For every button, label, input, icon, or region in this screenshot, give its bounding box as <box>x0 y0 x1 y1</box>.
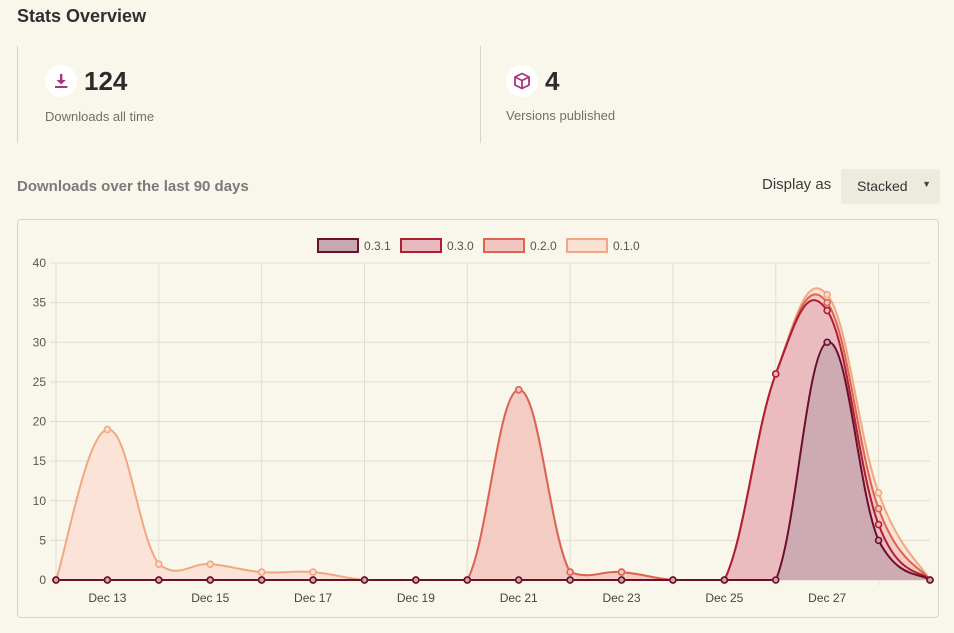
data-point-0.3.1[interactable] <box>103 576 112 584</box>
y-tick-label: 10 <box>33 494 47 508</box>
data-point-0.1.0[interactable] <box>206 560 215 568</box>
y-tick-label: 30 <box>33 335 47 349</box>
legend-label-0.3.0[interactable]: 0.3.0 <box>447 239 474 253</box>
y-tick-label: 40 <box>33 256 47 270</box>
data-point-0.3.1[interactable] <box>823 338 831 347</box>
data-point-0.3.1[interactable] <box>52 576 60 584</box>
data-point-0.2.0[interactable] <box>514 386 523 394</box>
data-point-0.3.1[interactable] <box>514 576 523 584</box>
data-point-0.2.0[interactable] <box>874 504 883 513</box>
x-tick-label: Dec 15 <box>191 591 229 605</box>
stat-versions: 4 Versions published <box>479 46 939 143</box>
chevron-down-icon: ▼ <box>922 179 931 189</box>
x-tick-label: Dec 25 <box>705 591 743 605</box>
display-mode-select[interactable]: Stacked ▼ <box>841 169 940 204</box>
x-tick-label: Dec 13 <box>88 591 126 605</box>
series-area-0.3.1 <box>56 341 930 580</box>
display-as-label: Display as <box>762 176 832 193</box>
data-point-0.2.0[interactable] <box>823 298 831 307</box>
data-point-0.3.1[interactable] <box>617 576 626 584</box>
legend-swatch-0.3.1[interactable] <box>317 238 359 253</box>
data-point-0.1.0[interactable] <box>155 560 163 568</box>
legend-label-0.1.0[interactable]: 0.1.0 <box>613 239 640 253</box>
data-point-0.1.0[interactable] <box>257 568 266 576</box>
data-point-0.3.1[interactable] <box>720 576 729 584</box>
legend-swatch-0.3.0[interactable] <box>400 238 442 253</box>
data-point-0.3.0[interactable] <box>823 306 831 315</box>
page-title: Stats Overview <box>17 6 147 26</box>
data-point-0.1.0[interactable] <box>103 425 112 434</box>
y-tick-label: 5 <box>39 533 46 547</box>
package-icon <box>506 65 538 97</box>
y-tick-label: 35 <box>33 296 47 310</box>
display-mode-value: Stacked <box>857 178 908 194</box>
legend-swatch-0.2.0[interactable] <box>483 238 525 253</box>
data-point-0.3.1[interactable] <box>360 576 369 584</box>
data-point-0.2.0[interactable] <box>617 568 626 576</box>
y-tick-label: 25 <box>33 375 47 389</box>
downloads-chart: 0 5 10 15 20 25 30 35 40 Dec 13 Dec 15 Dec 17 Dec 19… <box>33 238 934 605</box>
x-tick-label: Dec 19 <box>397 591 435 605</box>
data-point-0.3.0[interactable] <box>771 370 780 378</box>
data-point-0.1.0[interactable] <box>874 489 883 497</box>
legend-swatch-0.1.0[interactable] <box>566 238 608 253</box>
data-point-0.3.1[interactable] <box>257 576 266 584</box>
data-point-0.3.1[interactable] <box>309 576 317 584</box>
downloads-label: Downloads all time <box>45 109 155 124</box>
data-point-0.3.1[interactable] <box>566 576 574 584</box>
legend-label-0.3.1[interactable]: 0.3.1 <box>364 239 391 253</box>
data-point-0.3.1[interactable] <box>874 536 883 545</box>
y-tick-label: 20 <box>33 415 47 429</box>
data-point-0.3.1[interactable] <box>771 576 780 584</box>
x-tick-label: Dec 21 <box>500 591 538 605</box>
y-tick-label: 15 <box>33 454 47 468</box>
data-point-0.3.1[interactable] <box>206 576 215 584</box>
x-tick-label: Dec 27 <box>808 591 846 605</box>
data-point-0.3.0[interactable] <box>874 520 883 529</box>
stat-downloads: 124 Downloads all time <box>17 46 481 143</box>
data-point-0.3.1[interactable] <box>926 576 934 584</box>
data-point-0.2.0[interactable] <box>566 568 574 576</box>
data-point-0.3.1[interactable] <box>463 576 472 584</box>
legend-label-0.2.0[interactable]: 0.2.0 <box>530 239 557 253</box>
data-point-0.3.1[interactable] <box>412 576 420 584</box>
downloads-chart-card: 0 5 10 15 20 25 30 35 40 Dec 13 Dec 15 Dec 17 Dec 19… <box>17 219 939 618</box>
data-point-0.1.0[interactable] <box>309 568 317 576</box>
x-tick-label: Dec 17 <box>294 591 332 605</box>
downloads-section-title: Downloads over the last 90 days <box>17 178 249 195</box>
versions-label: Versions published <box>506 108 616 123</box>
data-point-0.1.0[interactable] <box>823 290 831 299</box>
versions-count: 4 <box>545 66 560 96</box>
data-point-0.3.1[interactable] <box>669 576 677 584</box>
y-tick-label: 0 <box>39 573 46 587</box>
x-tick-label: Dec 23 <box>603 591 641 605</box>
downloads-count: 124 <box>84 66 128 96</box>
data-point-0.3.1[interactable] <box>155 576 163 584</box>
download-icon <box>45 65 77 97</box>
